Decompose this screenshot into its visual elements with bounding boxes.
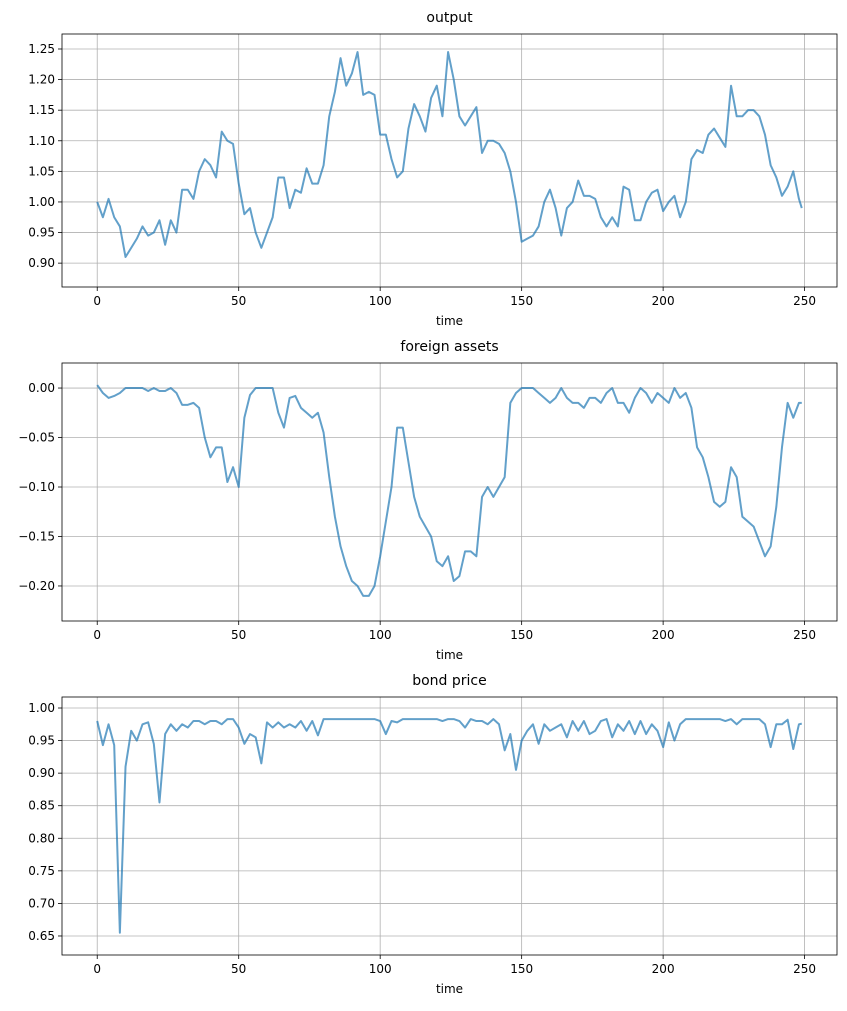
y-tick-label: 0.90 — [28, 766, 55, 780]
y-tick-label: 0.80 — [28, 831, 55, 845]
data-line — [96, 718, 802, 934]
data-line — [96, 51, 803, 259]
x-tick-label: 250 — [793, 294, 816, 308]
y-tick-label: 0.95 — [28, 734, 55, 748]
y-tick-label: −0.15 — [18, 529, 55, 543]
x-tick-label: 250 — [793, 628, 816, 642]
x-tick-label: 100 — [369, 962, 392, 976]
x-axis-label: time — [436, 982, 463, 996]
x-tick-label: 100 — [369, 628, 392, 642]
y-tick-label: 0.65 — [28, 929, 55, 943]
x-tick-label: 100 — [369, 294, 392, 308]
y-tick-label: 0.70 — [28, 896, 55, 910]
x-tick-label: 150 — [510, 294, 533, 308]
x-tick-label: 200 — [652, 962, 675, 976]
x-tick-label: 0 — [93, 962, 101, 976]
y-tick-label: 1.10 — [28, 134, 55, 148]
x-tick-label: 0 — [93, 294, 101, 308]
axes-frame — [61, 33, 838, 288]
y-tick-label: 1.05 — [28, 164, 55, 178]
x-tick-label: 50 — [231, 628, 246, 642]
y-tick-label: 0.95 — [28, 226, 55, 240]
x-tick-label: 250 — [793, 962, 816, 976]
y-tick-label: −0.10 — [18, 480, 55, 494]
x-tick-label: 150 — [510, 628, 533, 642]
y-tick-label: 1.00 — [28, 195, 55, 209]
x-tick-label: 200 — [652, 294, 675, 308]
y-tick-label: 0.75 — [28, 864, 55, 878]
y-tick-label: 1.20 — [28, 73, 55, 87]
y-tick-label: 0.00 — [28, 381, 55, 395]
axes-frame — [61, 362, 838, 622]
y-tick-label: −0.05 — [18, 431, 55, 445]
x-axis-label: time — [436, 648, 463, 662]
y-tick-label: 0.90 — [28, 256, 55, 270]
y-tick-label: 1.15 — [28, 103, 55, 117]
y-tick-label: −0.20 — [18, 579, 55, 593]
data-line — [96, 384, 802, 597]
subplot-title: bond price — [412, 673, 487, 689]
axes-frame — [61, 696, 838, 956]
x-tick-label: 150 — [510, 962, 533, 976]
y-tick-label: 1.25 — [28, 42, 55, 56]
x-tick-label: 50 — [231, 962, 246, 976]
subplot-title: foreign assets — [400, 339, 498, 355]
x-tick-label: 50 — [231, 294, 246, 308]
x-tick-label: 0 — [93, 628, 101, 642]
subplot-title: output — [426, 10, 473, 26]
y-tick-label: 1.00 — [28, 701, 55, 715]
x-axis-label: time — [436, 314, 463, 328]
y-tick-label: 0.85 — [28, 799, 55, 813]
x-tick-label: 200 — [652, 628, 675, 642]
